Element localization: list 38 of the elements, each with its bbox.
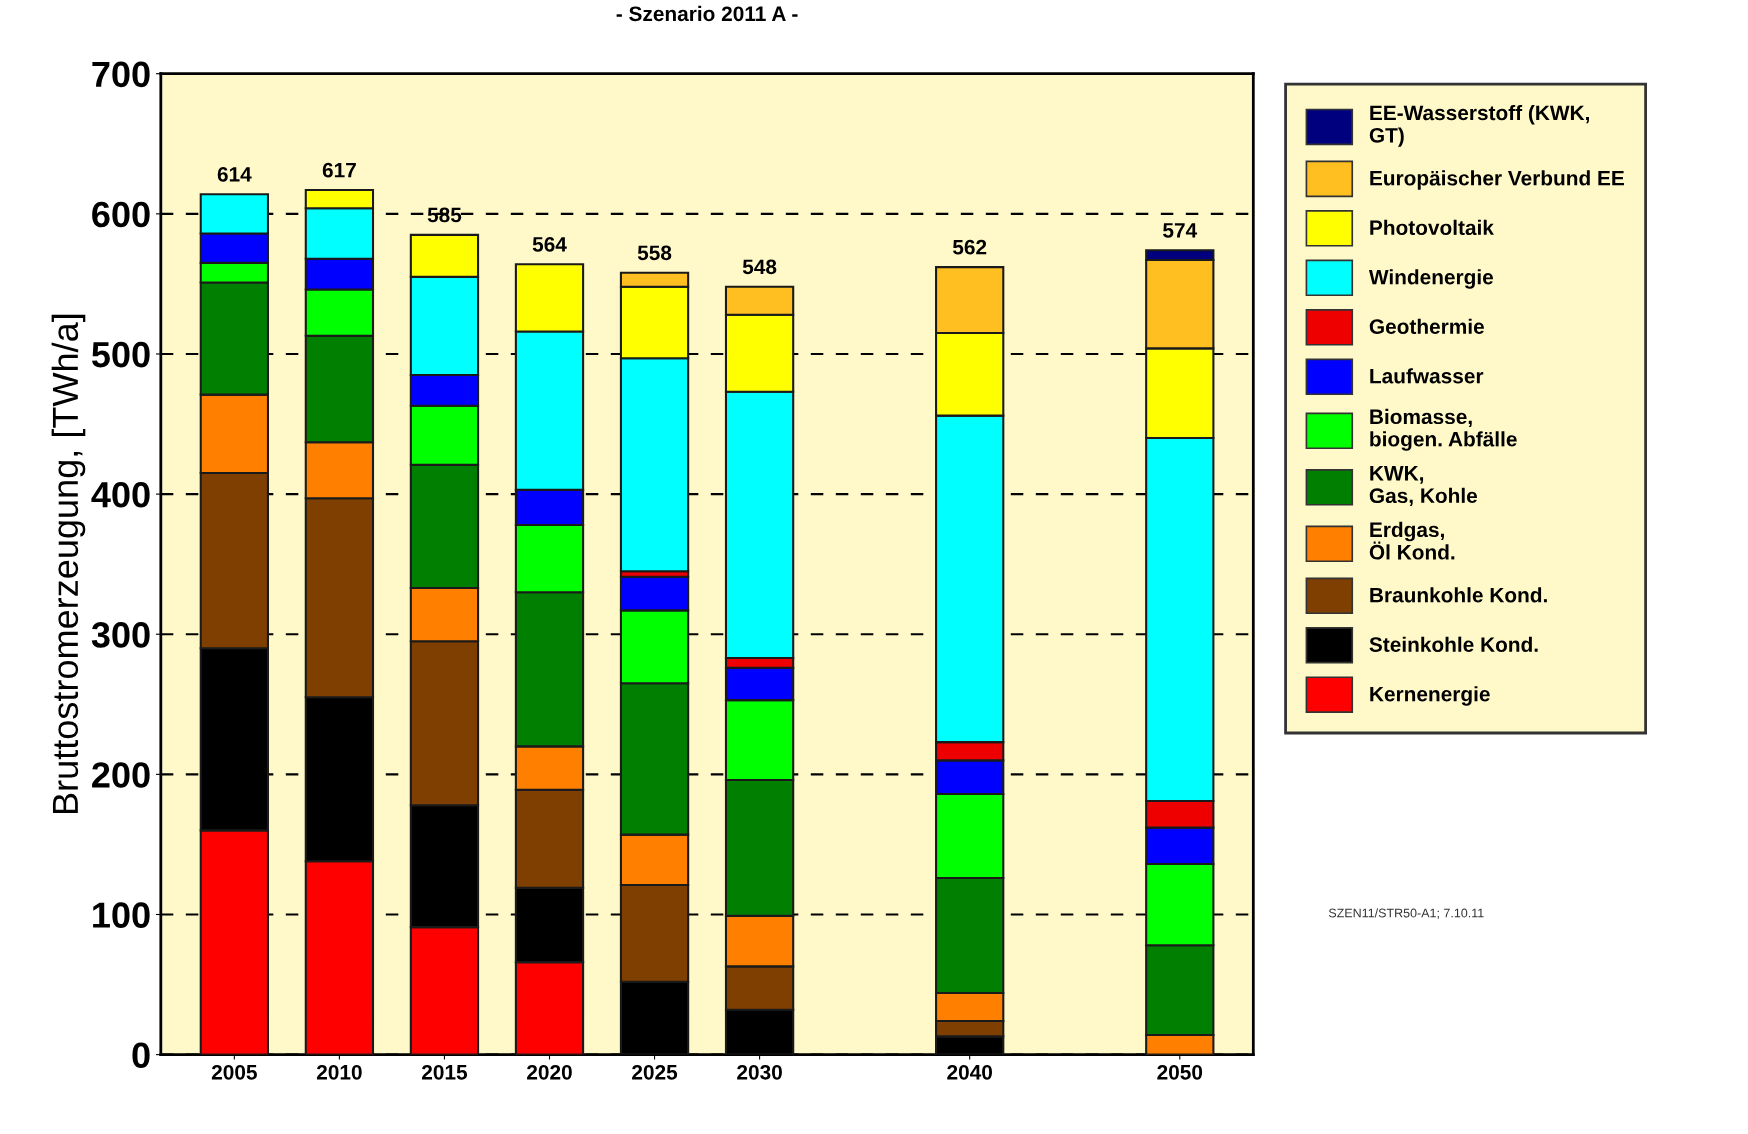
total-label: 574 bbox=[1163, 223, 1198, 238]
legend-label: EE-Wasserstoff (KWK, GT) bbox=[1369, 104, 1589, 147]
x-tick-label: 2010 bbox=[316, 1064, 362, 1080]
y-tick-label: 600 bbox=[92, 201, 150, 228]
legend-label: Geothermie bbox=[1369, 318, 1484, 334]
total-label: 562 bbox=[952, 239, 987, 255]
legend-label: Erdgas, Öl Kond. bbox=[1369, 521, 1455, 560]
y-tick-label: 0 bbox=[132, 1042, 150, 1069]
x-tick-label: 2040 bbox=[947, 1064, 993, 1080]
legend-label: Europäischer Verbund EE bbox=[1370, 170, 1624, 190]
total-label: 617 bbox=[322, 162, 356, 178]
x-tick-label: 2025 bbox=[632, 1064, 678, 1080]
legend-label: Braunkohle Kond. bbox=[1370, 587, 1547, 603]
total-label: 614 bbox=[217, 166, 252, 182]
legend-label: Laufwasser bbox=[1370, 368, 1484, 384]
total-label: 564 bbox=[532, 237, 567, 252]
y-tick-label: 300 bbox=[91, 622, 150, 648]
y-tick-label: 700 bbox=[92, 61, 150, 88]
y-axis-title: Bruttostromerzeugung, [TWh/a] bbox=[51, 314, 86, 814]
total-label: 558 bbox=[637, 245, 672, 261]
y-tick-label: 200 bbox=[92, 762, 150, 788]
legend-label: Biomasse, biogen. Abfälle bbox=[1370, 408, 1517, 451]
x-tick-label: 2020 bbox=[527, 1064, 572, 1080]
text: SZEN11/STR50-A1; 7.10.11 bbox=[1328, 908, 1484, 919]
legend-label: KWK, Gas, Kohle bbox=[1369, 466, 1478, 507]
x-tick-label: 2005 bbox=[211, 1064, 257, 1080]
x-tick-label: 2050 bbox=[1157, 1064, 1203, 1080]
legend-label: Photovoltaik bbox=[1370, 219, 1494, 236]
total-label: 548 bbox=[742, 259, 777, 275]
chart-title: - Szenario 2011 A - bbox=[616, 5, 798, 22]
y-tick-label: 500 bbox=[91, 341, 150, 368]
legend-label: Windenergie bbox=[1368, 269, 1494, 289]
legend-label: Kernenergie bbox=[1370, 686, 1490, 706]
x-tick-label: 2030 bbox=[737, 1064, 782, 1080]
legend-label: Steinkohle Kond. bbox=[1369, 636, 1538, 652]
x-tick-label: 2015 bbox=[422, 1064, 468, 1080]
y-tick-label: 100 bbox=[93, 902, 150, 928]
y-tick-label: 400 bbox=[91, 481, 150, 508]
